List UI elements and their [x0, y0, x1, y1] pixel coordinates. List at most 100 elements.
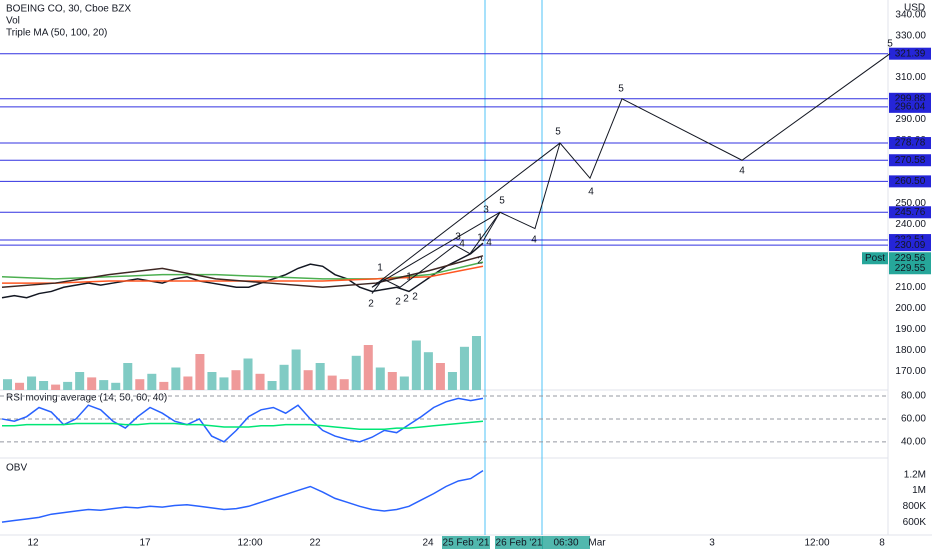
x-tick-label: 06:30 [553, 538, 578, 549]
ma-label: Triple MA (50, 100, 20) [6, 28, 107, 39]
volume-bar [279, 364, 289, 390]
y-tick-label: 170.00 [895, 366, 926, 377]
volume-bar [207, 372, 217, 390]
y-tick-label: 40.00 [901, 436, 926, 447]
volume-bar [339, 379, 349, 390]
volume-bar [435, 363, 445, 390]
series-line [1, 255, 484, 289]
volume-bar [255, 373, 265, 390]
x-tick-label: Mar [588, 538, 606, 549]
x-label-bg [495, 536, 543, 549]
x-tick-label: 12:00 [237, 538, 262, 549]
y-tick-label: 1.2M [904, 469, 926, 480]
x-tick-label: 22 [309, 538, 321, 549]
y-tick-label: 290.00 [895, 114, 926, 125]
y-tick-label: 340.00 [895, 9, 926, 20]
wave-line [371, 211, 501, 288]
obv-title: OBV [6, 463, 27, 474]
y-tick-label: 1M [912, 485, 926, 496]
volume-bar [15, 382, 25, 390]
volume-bar [351, 355, 361, 390]
volume-bar [399, 376, 409, 390]
series-line [1, 242, 484, 299]
x-label-bg [442, 536, 490, 549]
volume-bar [291, 349, 301, 390]
y-tick-label: 240.00 [895, 219, 926, 230]
wave-label: 3 [455, 232, 461, 243]
volume-bar [327, 375, 337, 390]
vol-label: Vol [6, 16, 20, 27]
volume-bar [147, 373, 157, 390]
level-label: 270.58 [895, 155, 926, 166]
y-tick-label: 330.00 [895, 30, 926, 41]
wave-label: 4 [739, 166, 745, 177]
y-tick-label: 60.00 [901, 414, 926, 425]
wave-label: 4 [531, 235, 537, 246]
last-box [889, 262, 931, 275]
currency: USD [904, 3, 925, 14]
wave-label: 2 [412, 292, 418, 303]
volume-bar [123, 363, 133, 390]
volume-bar [171, 367, 181, 390]
level-label: 278.78 [895, 138, 926, 149]
volume-bar [159, 381, 169, 390]
y-tick-label: 80.00 [901, 391, 926, 402]
volume-bar [51, 384, 61, 390]
wave-label: 1 [477, 233, 483, 244]
x-label-bg [542, 536, 590, 549]
volume-bar [411, 340, 421, 390]
post-box [862, 252, 888, 265]
level-box [889, 100, 931, 113]
level-box [889, 206, 931, 219]
post-value: 229.56 [895, 253, 926, 264]
level-label: 245.76 [895, 207, 926, 218]
level-box [889, 47, 931, 60]
x-tick-label: 24 [422, 538, 434, 549]
volume-bar [471, 336, 481, 390]
volume-bar [219, 377, 229, 390]
volume-bar [39, 381, 49, 390]
volume-bar [459, 346, 469, 390]
volume-bar [195, 354, 205, 390]
y-tick-label: 200.00 [895, 303, 926, 314]
wave-label: 2 [368, 299, 374, 310]
volume-bar [63, 381, 73, 390]
post-name: Post [865, 253, 885, 264]
level-box [889, 154, 931, 167]
volume-bar [135, 379, 145, 390]
last-value: 229.55 [895, 263, 926, 274]
volume-bar [75, 372, 85, 390]
wave-label: 1 [377, 263, 383, 274]
wave-label: 5 [887, 39, 893, 50]
volume-bar [423, 352, 433, 390]
volume-bar [111, 382, 121, 390]
volume-bar [231, 370, 241, 390]
x-tick-label: 12:00 [804, 538, 829, 549]
y-tick-label: 250.00 [895, 198, 926, 209]
volume-bar [99, 380, 109, 390]
volume-bar [243, 358, 253, 390]
level-label: 299.88 [895, 93, 926, 104]
wave-line [482, 53, 891, 242]
level-label: 321.39 [895, 48, 926, 59]
y-tick-label: 800K [903, 501, 927, 512]
wave-line [371, 142, 561, 288]
x-tick-label: 25 Feb '21 [443, 538, 490, 549]
volume-bar [447, 372, 457, 390]
rsi-title: RSI moving average (14, 50, 60, 40) [6, 393, 167, 404]
wave-label: 4 [459, 239, 465, 250]
wave-label: 4 [486, 238, 492, 249]
volume-bar [3, 379, 13, 390]
y-tick-label: 310.00 [895, 72, 926, 83]
y-tick-label: 190.00 [895, 324, 926, 335]
volume-bar [363, 345, 373, 390]
volume-bar [375, 367, 385, 390]
level-box [889, 175, 931, 188]
series-line [1, 470, 484, 523]
wave-label: 2 [403, 294, 409, 305]
volume-bar [267, 381, 277, 390]
x-tick-label: 26 Feb '21 [496, 538, 543, 549]
volume-bar [387, 372, 397, 390]
wave-label: 5 [555, 127, 561, 138]
